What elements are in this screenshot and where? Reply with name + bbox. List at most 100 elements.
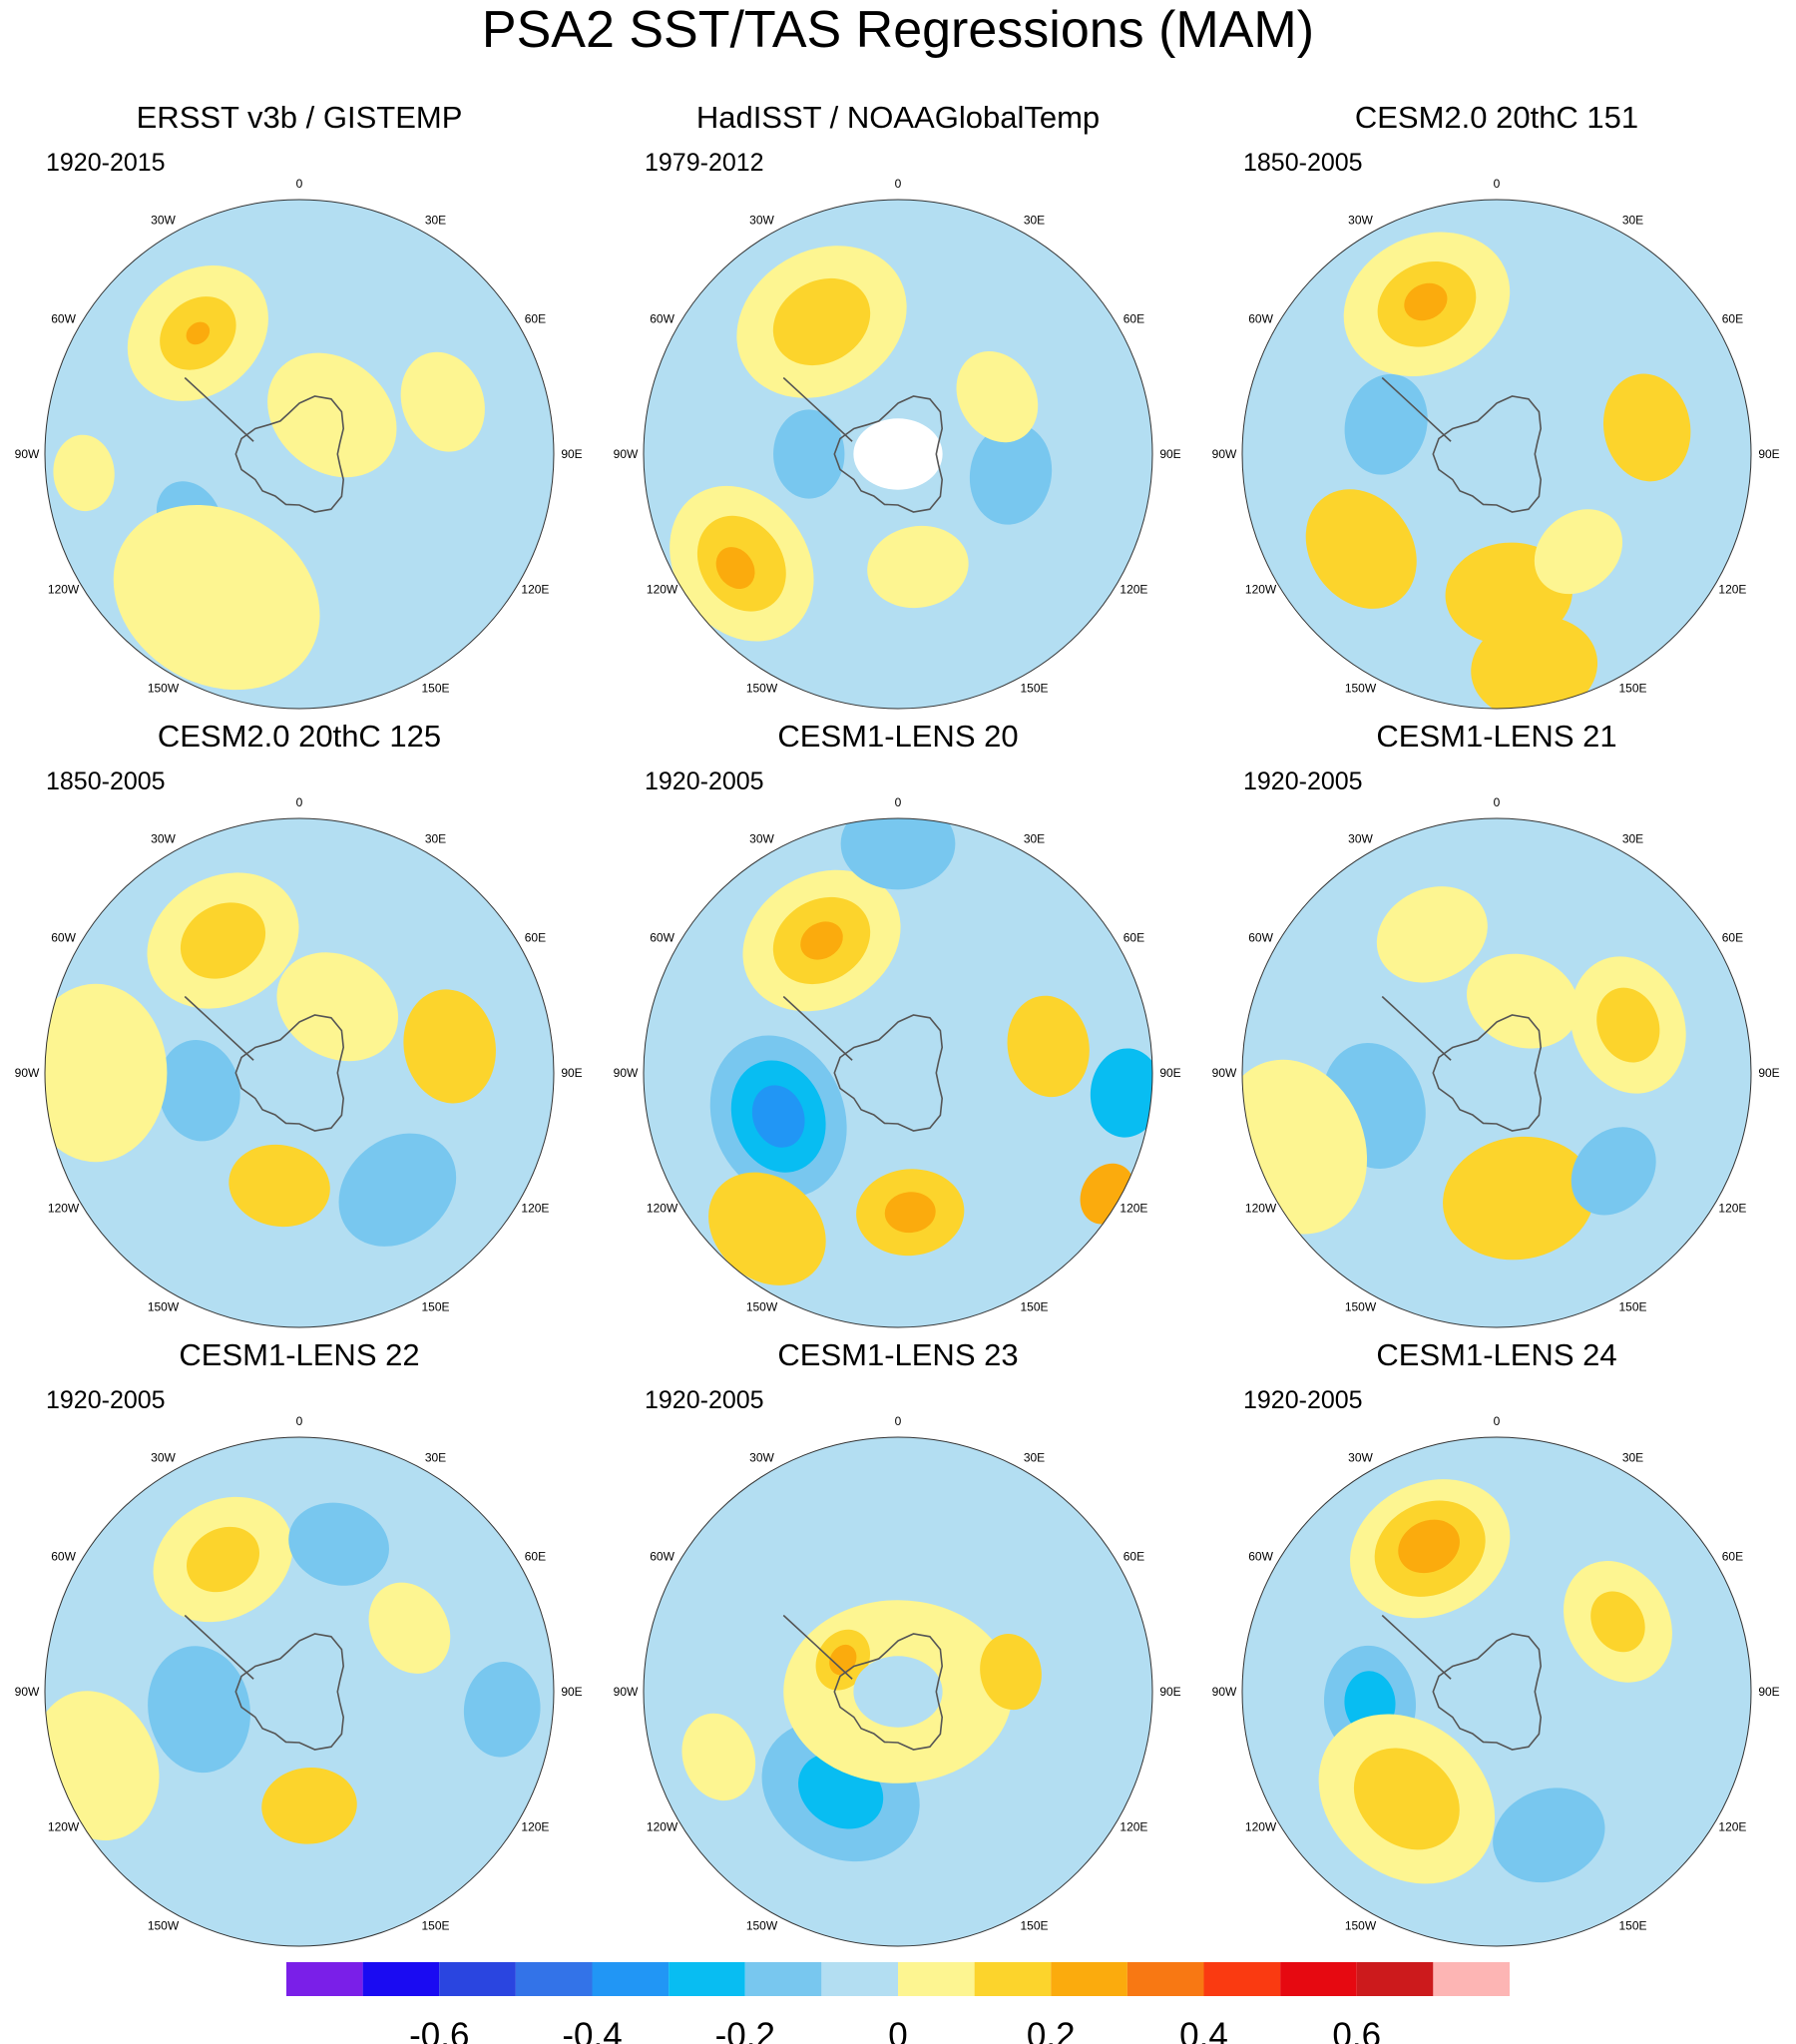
antarctica-coastline bbox=[833, 1633, 944, 1751]
anomaly-contour bbox=[403, 989, 496, 1104]
longitude-label: 30E bbox=[1024, 831, 1045, 845]
polar-map: 0 30E 60E 90E 120E 150E 180 150W 120W 90W 60W 30W bbox=[15, 795, 583, 1337]
anomaly-contour bbox=[158, 1039, 240, 1142]
anomaly-contour bbox=[1596, 987, 1660, 1063]
panel-period: 1920-2005 bbox=[1243, 1386, 1363, 1414]
map-panel: 0 30E 60E 90E 120E 150E 180 150W 120W 90W 60W 30W CE… bbox=[0, 1337, 599, 1956]
longitude-label: 90W bbox=[15, 1066, 40, 1080]
panel-period: 1979-2012 bbox=[645, 149, 764, 177]
longitude-label: 120E bbox=[1120, 583, 1147, 597]
longitude-label: 30E bbox=[1622, 1450, 1643, 1464]
panel-title: CESM1-LENS 23 bbox=[777, 1337, 1019, 1372]
panel-period: 1920-2005 bbox=[645, 767, 764, 795]
longitude-label: 90E bbox=[1159, 1685, 1180, 1699]
longitude-label: 90E bbox=[1159, 1066, 1180, 1080]
longitude-label: 0 bbox=[1494, 795, 1501, 809]
colorbar-swatch bbox=[1051, 1962, 1127, 1996]
anomaly-contour bbox=[681, 1713, 756, 1801]
anomaly-contour bbox=[228, 1144, 330, 1228]
anomaly-contour bbox=[148, 1646, 250, 1774]
longitude-label: 120E bbox=[1718, 1202, 1746, 1216]
longitude-label: 120E bbox=[1718, 1820, 1746, 1834]
longitude-label: 60W bbox=[51, 931, 76, 945]
longitude-label: 120W bbox=[647, 1820, 678, 1834]
anomaly-contour bbox=[867, 525, 969, 609]
longitude-label: 30E bbox=[425, 213, 446, 227]
colorbar-swatch bbox=[286, 1962, 363, 1996]
anomaly-contour bbox=[53, 434, 115, 512]
longitude-label: 0 bbox=[1494, 1414, 1501, 1428]
longitude-label: 120E bbox=[1120, 1820, 1147, 1834]
colorbar-swatch bbox=[744, 1962, 822, 1996]
peninsula-coastline bbox=[184, 376, 254, 442]
longitude-label: 30W bbox=[151, 1450, 176, 1464]
longitude-label: 60W bbox=[650, 931, 674, 945]
longitude-label: 90W bbox=[614, 1066, 639, 1080]
longitude-label: 30E bbox=[425, 1450, 446, 1464]
anomaly-contour bbox=[1376, 886, 1488, 983]
colorbar-swatch bbox=[898, 1962, 975, 1996]
peninsula-coastline bbox=[1381, 1614, 1452, 1680]
longitude-label: 60E bbox=[525, 1550, 546, 1564]
panel-title: ERSST v3b / GISTEMP bbox=[136, 100, 463, 135]
peninsula-coastline bbox=[184, 1614, 254, 1680]
colorbar-swatch bbox=[439, 1962, 516, 1996]
colorbar-swatch bbox=[515, 1962, 593, 1996]
panel-title: CESM1-LENS 22 bbox=[179, 1337, 420, 1372]
panel-period: 1850-2005 bbox=[46, 767, 166, 795]
antarctica-coastline bbox=[1432, 395, 1543, 513]
longitude-label: 60E bbox=[1722, 1550, 1743, 1564]
antarctica-coastline bbox=[833, 395, 944, 513]
map-panel: 0 30E 60E 90E 120E 150E 180 150W 120W 90W 60W 30W CE… bbox=[1197, 719, 1796, 1337]
longitude-label: 150W bbox=[148, 1300, 180, 1314]
anomaly-contour bbox=[1007, 995, 1090, 1098]
anomaly-contour bbox=[956, 351, 1039, 443]
longitude-label: 180 bbox=[1487, 718, 1507, 719]
longitude-label: 150E bbox=[421, 1300, 449, 1314]
polar-map: 0 30E 60E 90E 120E 150E 180 150W 120W 90W 60W 30W bbox=[614, 795, 1181, 1337]
longitude-label: 30W bbox=[749, 1450, 774, 1464]
anomaly-contour bbox=[288, 1502, 389, 1586]
anomaly-contour bbox=[261, 1767, 357, 1844]
anomaly-contour bbox=[980, 1634, 1042, 1711]
colorbar-swatch bbox=[1203, 1962, 1281, 1996]
anomaly-contour bbox=[400, 351, 485, 452]
longitude-label: 120E bbox=[521, 1820, 549, 1834]
colorbar-swatch bbox=[1433, 1962, 1510, 1996]
anomaly-contour bbox=[186, 321, 211, 345]
longitude-label: 30W bbox=[1348, 831, 1373, 845]
longitude-label: 0 bbox=[296, 177, 303, 191]
anomaly-contour bbox=[180, 902, 266, 979]
colorbar-swatch bbox=[1280, 1962, 1357, 1996]
anomaly-contour bbox=[45, 983, 168, 1163]
colorbar-swatch bbox=[669, 1962, 745, 1996]
panel-period: 1920-2005 bbox=[46, 1386, 166, 1414]
longitude-label: 0 bbox=[895, 177, 902, 191]
polar-map: 0 30E 60E 90E 120E 150E 180 150W 120W 90W 60W 30W bbox=[1212, 1414, 1780, 1956]
longitude-label: 30E bbox=[1024, 1450, 1045, 1464]
anomaly-contour bbox=[463, 1662, 541, 1758]
colorbar-swatch bbox=[362, 1962, 440, 1996]
longitude-label: 60W bbox=[1248, 931, 1273, 945]
longitude-label: 150E bbox=[1618, 682, 1646, 696]
longitude-label: 180 bbox=[888, 1955, 908, 1956]
anomaly-contour bbox=[884, 1192, 936, 1234]
longitude-label: 180 bbox=[888, 1336, 908, 1337]
colorbar-tick-label: -0.6 bbox=[409, 2016, 469, 2044]
anomaly-contour bbox=[1534, 509, 1623, 595]
anomaly-contour bbox=[708, 1172, 826, 1285]
longitude-label: 90E bbox=[561, 1685, 582, 1699]
anomaly-contour bbox=[1344, 373, 1428, 475]
anomaly-contour bbox=[715, 547, 755, 590]
longitude-label: 90W bbox=[1212, 1066, 1237, 1080]
longitude-label: 150E bbox=[421, 1919, 449, 1933]
panel-title: CESM2.0 20thC 125 bbox=[157, 719, 442, 754]
longitude-label: 30E bbox=[1622, 831, 1643, 845]
longitude-label: 120W bbox=[48, 583, 80, 597]
longitude-label: 120W bbox=[647, 583, 678, 597]
longitude-label: 90W bbox=[1212, 1685, 1237, 1699]
anomaly-contour bbox=[1404, 282, 1448, 321]
longitude-label: 90E bbox=[1758, 447, 1779, 461]
longitude-label: 120W bbox=[1245, 1202, 1277, 1216]
panel-period: 1920-2005 bbox=[645, 1386, 764, 1414]
